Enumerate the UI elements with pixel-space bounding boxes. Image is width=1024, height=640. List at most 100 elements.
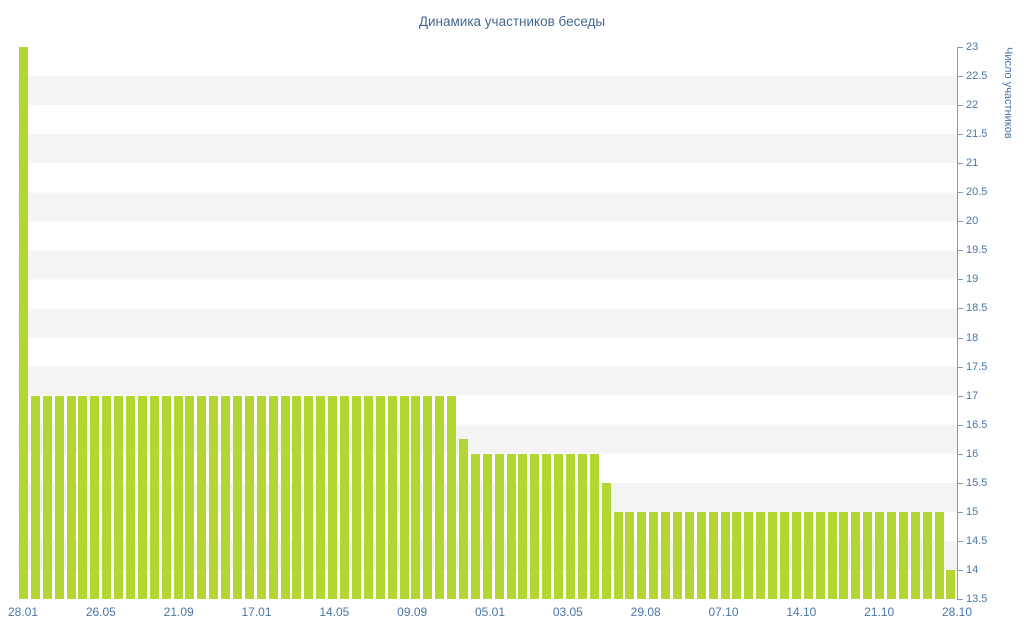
y-tick-mark bbox=[958, 569, 963, 571]
y-tick-label: 22.5 bbox=[966, 70, 988, 83]
y-tick-label: 23 bbox=[966, 41, 979, 53]
bar bbox=[244, 395, 254, 599]
y-tick-label: 14 bbox=[966, 563, 979, 576]
bar bbox=[637, 511, 647, 599]
y-tick-mark bbox=[958, 511, 963, 513]
bar bbox=[292, 395, 302, 599]
bar bbox=[780, 511, 789, 599]
x-tick-label: 07.10 bbox=[708, 605, 739, 619]
x-tick-label: 28.10 bbox=[941, 605, 973, 619]
y-tick-label: 15 bbox=[966, 505, 979, 518]
bar bbox=[161, 395, 171, 599]
y-tick-label: 19 bbox=[966, 273, 979, 286]
bar bbox=[684, 511, 694, 599]
bar bbox=[447, 395, 457, 599]
y-axis-title: Число участников bbox=[1002, 47, 1014, 139]
x-tick-label: 21.10 bbox=[864, 605, 895, 619]
bar bbox=[803, 511, 813, 599]
bar bbox=[149, 395, 159, 599]
bar bbox=[875, 511, 885, 599]
bar bbox=[197, 395, 207, 599]
bar bbox=[280, 395, 290, 599]
bar bbox=[423, 395, 433, 599]
bar bbox=[946, 569, 956, 599]
bar bbox=[470, 453, 480, 599]
x-tick-label: 26.05 bbox=[85, 605, 116, 619]
bar bbox=[922, 511, 932, 599]
bar-series bbox=[19, 47, 956, 599]
bar bbox=[839, 511, 849, 599]
bar bbox=[411, 395, 421, 599]
bar bbox=[791, 511, 801, 599]
y-tick-label: 16 bbox=[966, 447, 979, 460]
bar bbox=[863, 511, 873, 599]
bar bbox=[649, 511, 659, 599]
bar bbox=[435, 395, 445, 599]
bar bbox=[696, 511, 706, 599]
bar bbox=[565, 453, 575, 599]
y-tick-mark bbox=[958, 163, 963, 165]
bar bbox=[554, 453, 564, 599]
y-tick-label: 20.5 bbox=[966, 186, 988, 199]
bar bbox=[233, 395, 243, 599]
bar bbox=[577, 453, 587, 599]
bar bbox=[328, 395, 338, 599]
chart-title: Динамика участников беседы bbox=[418, 14, 606, 29]
bar bbox=[78, 395, 88, 599]
bar bbox=[304, 395, 314, 599]
bar bbox=[601, 482, 611, 599]
y-tick-label: 18 bbox=[966, 331, 979, 344]
bar bbox=[542, 453, 552, 599]
y-tick-label: 21.5 bbox=[966, 128, 988, 141]
y-tick-label: 19.5 bbox=[966, 244, 988, 257]
bar bbox=[30, 395, 40, 599]
bar bbox=[126, 395, 136, 599]
y-tick-mark bbox=[958, 453, 963, 455]
y-tick-mark bbox=[958, 250, 963, 252]
bar bbox=[934, 511, 944, 599]
x-tick-label: 29.08 bbox=[630, 605, 661, 619]
x-tick-label: 05.01 bbox=[474, 605, 506, 619]
bar bbox=[114, 395, 124, 599]
x-tick-label: 14.10 bbox=[786, 605, 817, 619]
bar bbox=[518, 453, 528, 599]
bar bbox=[732, 511, 742, 599]
bar bbox=[351, 395, 361, 599]
y-tick-mark bbox=[958, 599, 963, 600]
bar bbox=[256, 395, 266, 599]
bar bbox=[720, 511, 730, 599]
bar bbox=[90, 395, 100, 599]
bar bbox=[387, 395, 397, 599]
x-tick-label: 17.01 bbox=[241, 605, 272, 619]
bar bbox=[340, 395, 350, 599]
bar bbox=[316, 395, 326, 599]
y-tick-label: 14.5 bbox=[966, 534, 988, 547]
bar bbox=[530, 453, 540, 599]
y-tick-mark bbox=[958, 47, 963, 48]
y-tick-mark bbox=[958, 308, 963, 310]
bar bbox=[744, 511, 754, 599]
bar bbox=[221, 395, 231, 599]
bar bbox=[482, 453, 492, 599]
bar bbox=[768, 511, 778, 599]
bar bbox=[613, 511, 623, 599]
x-tick-label: 21.09 bbox=[163, 605, 194, 619]
y-tick-label: 21 bbox=[966, 157, 979, 170]
bar bbox=[458, 439, 468, 599]
bar bbox=[625, 511, 635, 599]
y-tick-mark bbox=[958, 395, 963, 397]
y-tick-label: 17.5 bbox=[966, 360, 988, 373]
y-tick-label: 16.5 bbox=[966, 418, 988, 431]
bar bbox=[887, 511, 897, 599]
y-tick-mark bbox=[958, 105, 963, 107]
y-tick-label: 18.5 bbox=[966, 302, 988, 315]
bar bbox=[851, 511, 861, 599]
bar bbox=[399, 395, 409, 599]
bar bbox=[54, 395, 64, 599]
bar bbox=[102, 395, 112, 599]
bar bbox=[19, 47, 28, 599]
bar bbox=[815, 511, 825, 599]
y-tick-mark bbox=[958, 76, 963, 78]
y-tick-label: 17 bbox=[966, 389, 979, 402]
